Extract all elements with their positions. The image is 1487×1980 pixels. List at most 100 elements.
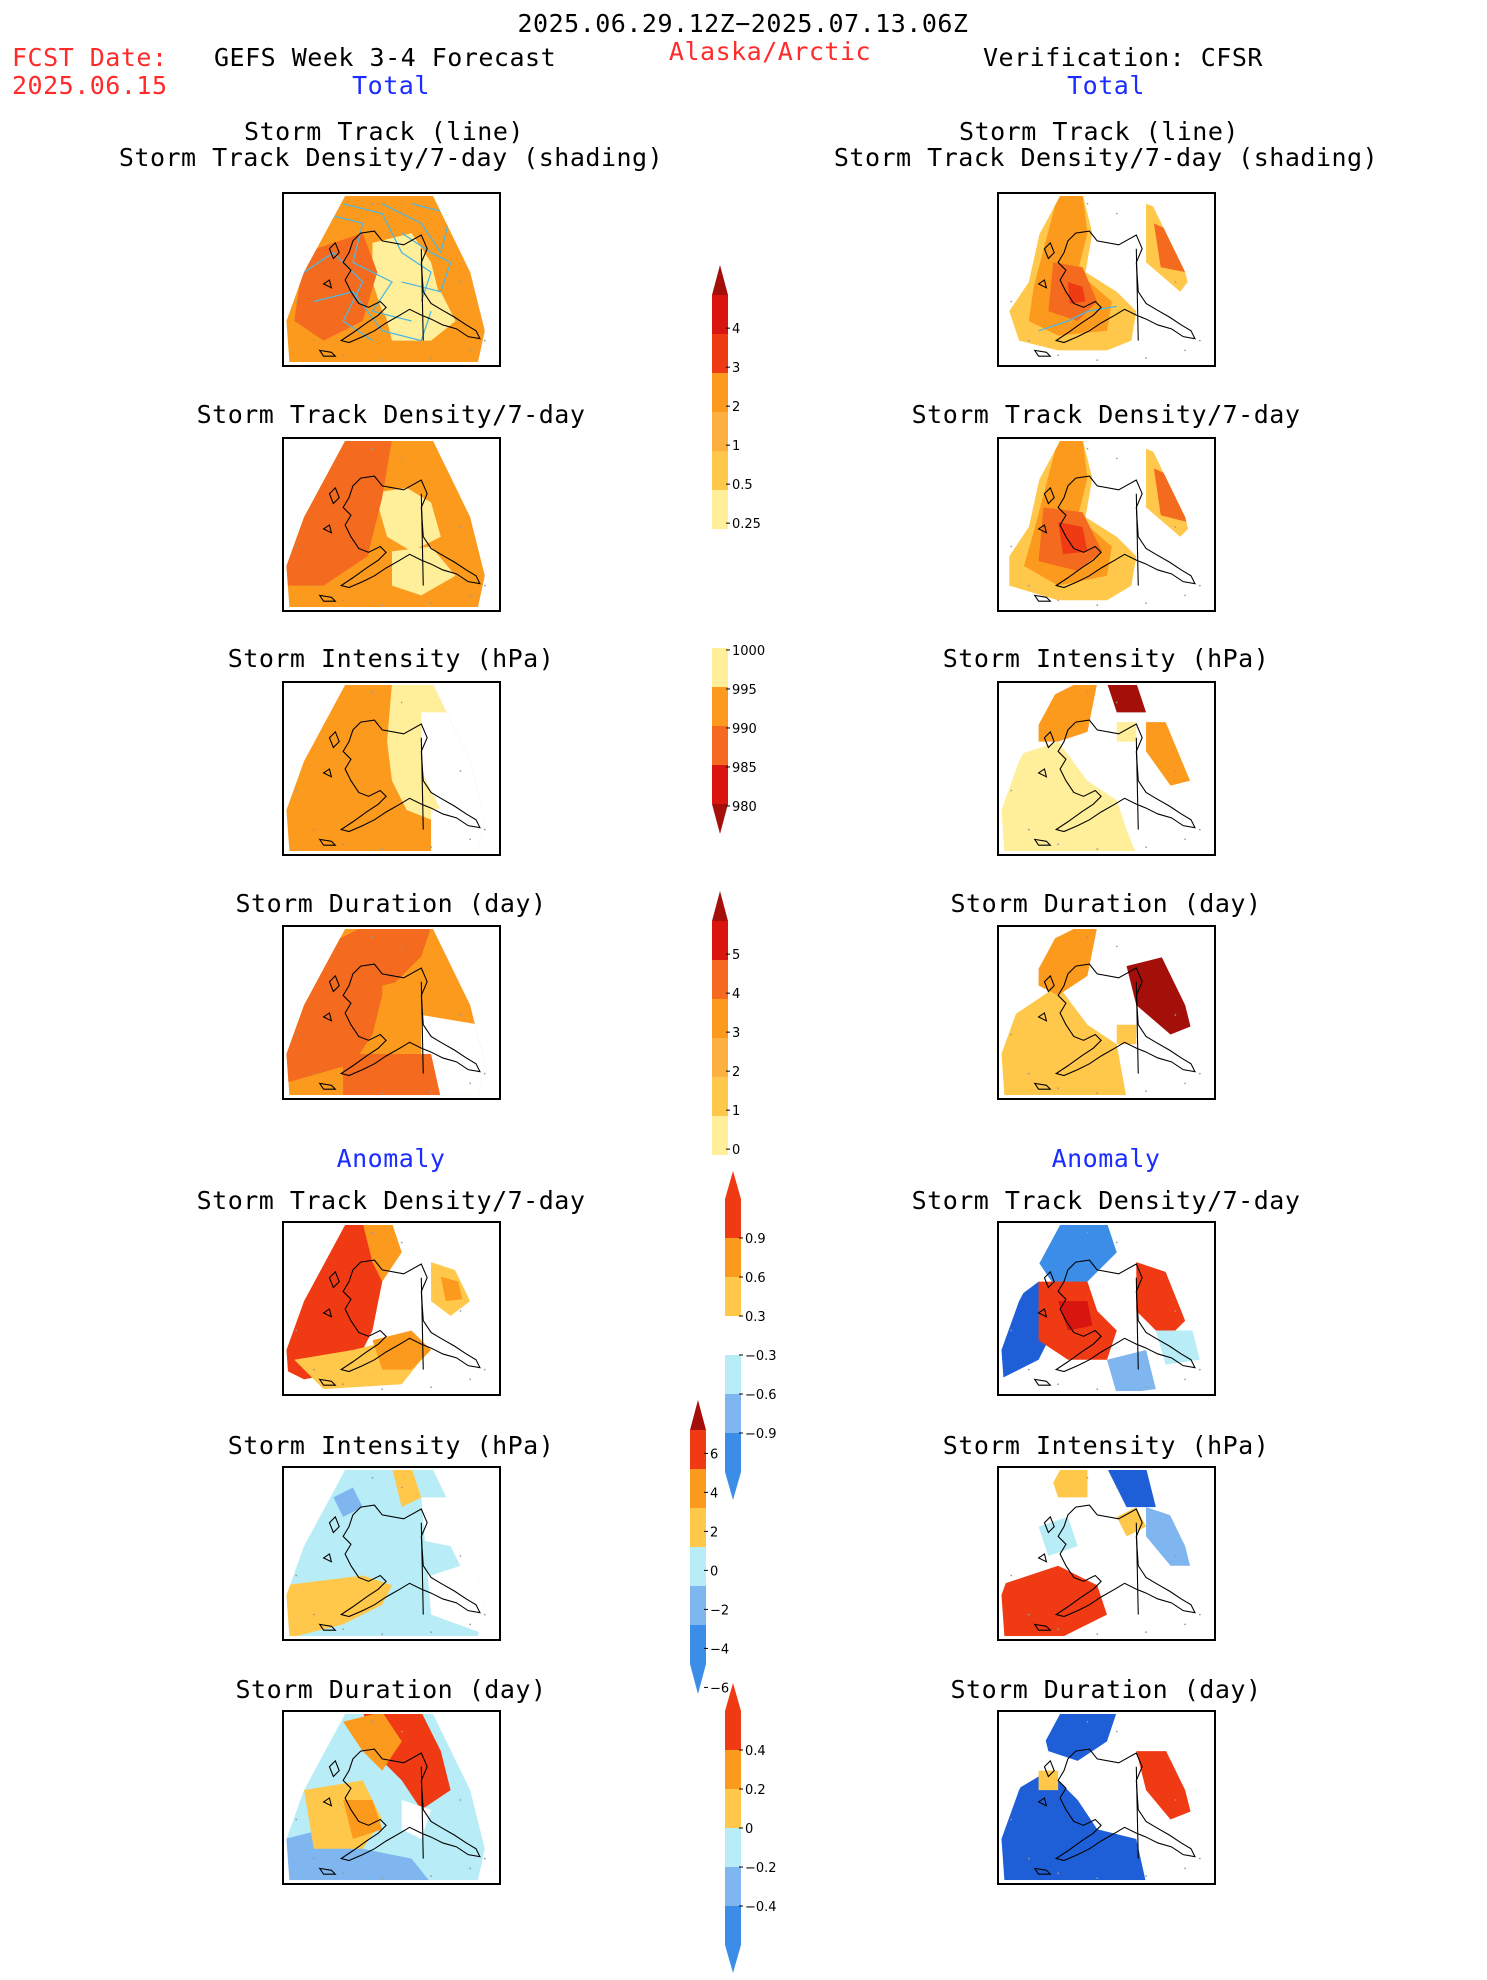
us-canada-border — [1135, 248, 1139, 341]
colorbar-tick-label: −0.9 — [745, 1427, 777, 1442]
colorbar-tick-label: 1 — [732, 439, 740, 454]
coastline — [1033, 230, 1196, 357]
shade-region — [1038, 1224, 1117, 1292]
verification-title: Verification: CFSR — [983, 43, 1263, 72]
right-duration-title: Storm Duration (day) — [950, 889, 1262, 918]
colorbar-tick-label: 0.4 — [745, 1744, 766, 1759]
shade-region — [372, 1330, 432, 1370]
shade-region — [1038, 684, 1098, 742]
shade-region — [1067, 281, 1086, 304]
colorbar-tick-label: 0.5 — [732, 478, 753, 493]
right-track-shading-title: Storm Track Density/7-day (shading) — [833, 143, 1379, 172]
coastline — [1033, 475, 1196, 602]
us-canada-border — [420, 493, 424, 586]
right-intensity-title: Storm Intensity (hPa) — [942, 644, 1270, 673]
left-density-anom-title: Storm Track Density/7-day — [196, 1186, 586, 1215]
map-left-duration-anom — [282, 1710, 501, 1885]
left-track-shading-title: Storm Track Density/7-day (shading) — [118, 143, 664, 172]
shade-region — [1058, 522, 1088, 555]
colorbar-tick-label: −0.2 — [745, 1861, 777, 1876]
shade-region — [1106, 684, 1147, 713]
colorbar-tick-label: 0.2 — [745, 1783, 766, 1798]
map-right-intensity — [997, 681, 1216, 856]
colorbar-tick-label: −0.6 — [745, 1388, 777, 1403]
us-canada-border — [1135, 1766, 1139, 1859]
map-right-duration — [997, 925, 1216, 1100]
right-density-title: Storm Track Density/7-day — [911, 400, 1301, 429]
shade-region — [343, 1054, 441, 1096]
shade-region — [1116, 1024, 1137, 1045]
us-canada-border — [420, 248, 424, 341]
coastline — [318, 1504, 481, 1631]
shade-region — [382, 291, 456, 341]
shade-region — [1153, 223, 1186, 273]
colorbar-duration: 5 4 3 2 1 0 — [712, 888, 782, 1162]
colorbar-intensity-anom: 6 4 2 0 −2 −4 −6 — [690, 1397, 760, 1701]
map-right-density — [997, 437, 1216, 612]
left-duration-anom-title: Storm Duration (day) — [235, 1675, 547, 1704]
colorbar-density-anom: 0.9 0.6 0.3 −0.3 −0.6 −0.9 — [725, 1168, 795, 1507]
map-left-intensity-anom — [282, 1466, 501, 1641]
map-left-duration — [282, 925, 501, 1100]
us-canada-border — [1135, 493, 1139, 586]
colorbar-tick-label: 0.25 — [732, 517, 761, 532]
shade-region — [440, 1276, 463, 1302]
shade-region — [294, 233, 378, 341]
coastline — [318, 475, 481, 602]
left-track-line-title: Storm Track (line) — [244, 117, 524, 146]
colorbar-tick-label: 3 — [732, 1026, 740, 1041]
colorbar-tick-label: 0 — [732, 1143, 740, 1158]
fcst-date-label: FCST Date: — [12, 43, 168, 72]
storm-track-lines — [1038, 305, 1117, 332]
map-left-density — [282, 437, 501, 612]
shade-region — [391, 546, 456, 596]
coastline — [1033, 963, 1196, 1090]
shade-region — [343, 819, 432, 852]
shade-region — [1106, 1350, 1156, 1392]
right-intensity-anom-title: Storm Intensity (hPa) — [942, 1431, 1270, 1460]
colorbar-tick-label: −2 — [710, 1603, 729, 1618]
left-intensity-title: Storm Intensity (hPa) — [227, 644, 555, 673]
right-density-anom-title: Storm Track Density/7-day — [911, 1186, 1301, 1215]
coastline — [318, 963, 481, 1090]
colorbar-tick-label: 0.3 — [745, 1310, 766, 1325]
colorbar-tick-label: 2 — [732, 400, 740, 415]
storm-track-lines — [303, 203, 452, 342]
map-right-intensity-anom — [997, 1466, 1216, 1641]
shade-region — [1038, 928, 1098, 996]
left-duration-title: Storm Duration (day) — [235, 889, 547, 918]
shade-region — [1001, 985, 1127, 1096]
shade-region — [374, 487, 441, 552]
left-total-label: Total — [352, 71, 430, 100]
shade-region — [401, 1536, 461, 1576]
map-left-density-anom — [282, 1221, 501, 1396]
colorbar-tick-label: 2 — [710, 1525, 718, 1540]
coastline — [318, 719, 481, 846]
shade-region — [343, 1799, 383, 1840]
colorbar-tick-label: 985 — [732, 761, 757, 776]
shade-region — [1038, 1770, 1059, 1791]
us-canada-border — [1135, 981, 1139, 1074]
colorbar-intensity: 1000 995 990 985 980 — [712, 644, 782, 841]
shade-region — [1116, 722, 1137, 742]
right-track-line-title: Storm Track (line) — [959, 117, 1239, 146]
colorbar-tick-label: 0.6 — [745, 1271, 766, 1286]
colorbar-tick-label: 1 — [732, 1104, 740, 1119]
us-canada-border — [1135, 1277, 1139, 1370]
colorbar-tick-label: 1000 — [732, 645, 765, 659]
colorbar-tick-label: 4 — [732, 987, 740, 1002]
region-title: Alaska/Arctic — [668, 37, 872, 66]
coastline — [318, 1748, 481, 1875]
right-total-label: Total — [1067, 71, 1145, 100]
shade-region — [1038, 1713, 1117, 1761]
coastline — [1033, 1748, 1196, 1875]
colorbar-density: 4 3 2 1 0.5 0.25 — [712, 262, 782, 536]
colorbar-tick-label: 990 — [732, 722, 757, 737]
colorbar-tick-label: 0 — [710, 1564, 718, 1579]
us-canada-border — [420, 981, 424, 1074]
left-anomaly-label: Anomaly — [336, 1144, 446, 1173]
left-intensity-anom-title: Storm Intensity (hPa) — [227, 1431, 555, 1460]
shade-region — [1058, 1301, 1093, 1331]
left-density-title: Storm Track Density/7-day — [196, 400, 586, 429]
shade-region — [1048, 1469, 1088, 1498]
